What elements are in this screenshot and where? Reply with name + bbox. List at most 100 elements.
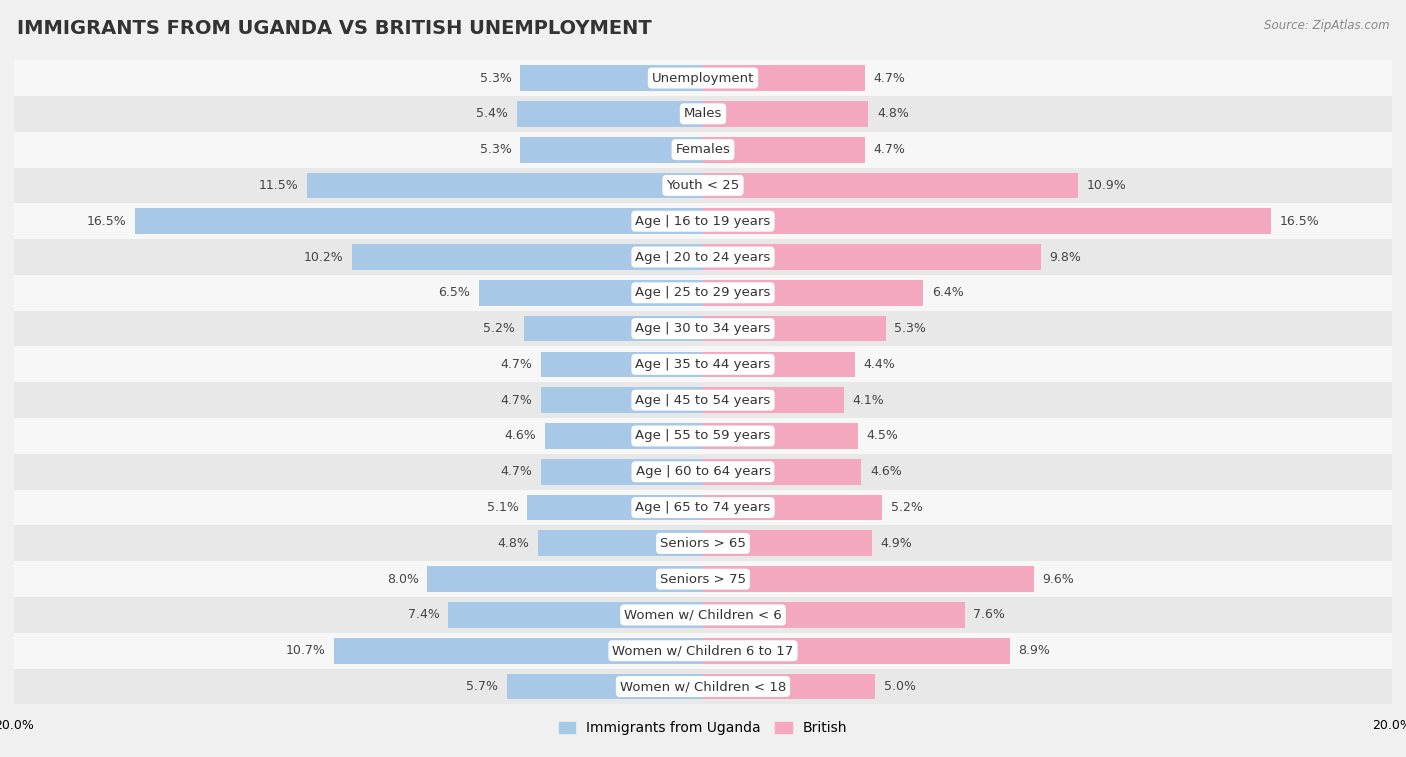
Bar — [703, 101, 869, 126]
Text: 16.5%: 16.5% — [86, 215, 127, 228]
Text: 5.2%: 5.2% — [484, 322, 515, 335]
Text: Age | 16 to 19 years: Age | 16 to 19 years — [636, 215, 770, 228]
Bar — [541, 459, 703, 484]
Bar — [14, 60, 1392, 96]
Text: Age | 45 to 54 years: Age | 45 to 54 years — [636, 394, 770, 407]
Text: 5.3%: 5.3% — [479, 143, 512, 156]
Text: 9.8%: 9.8% — [1049, 251, 1081, 263]
Bar — [14, 167, 1392, 204]
Bar — [703, 351, 855, 377]
Bar — [427, 566, 703, 592]
Text: Age | 65 to 74 years: Age | 65 to 74 years — [636, 501, 770, 514]
Bar — [14, 633, 1392, 668]
Text: 4.7%: 4.7% — [501, 394, 533, 407]
Text: Age | 60 to 64 years: Age | 60 to 64 years — [636, 466, 770, 478]
Bar — [703, 65, 865, 91]
Bar — [14, 490, 1392, 525]
Text: 5.1%: 5.1% — [486, 501, 519, 514]
Bar — [703, 173, 1078, 198]
Bar — [335, 638, 703, 664]
Bar — [14, 418, 1392, 454]
Text: 4.7%: 4.7% — [873, 72, 905, 85]
Bar — [14, 347, 1392, 382]
Bar — [703, 208, 1271, 234]
Text: 5.3%: 5.3% — [894, 322, 927, 335]
Bar — [703, 388, 844, 413]
Bar — [703, 674, 875, 699]
Text: IMMIGRANTS FROM UGANDA VS BRITISH UNEMPLOYMENT: IMMIGRANTS FROM UGANDA VS BRITISH UNEMPL… — [17, 19, 651, 38]
Bar — [541, 351, 703, 377]
Text: Youth < 25: Youth < 25 — [666, 179, 740, 192]
Bar — [14, 454, 1392, 490]
Bar — [14, 275, 1392, 310]
Text: Age | 30 to 34 years: Age | 30 to 34 years — [636, 322, 770, 335]
Bar — [14, 204, 1392, 239]
Text: Seniors > 75: Seniors > 75 — [659, 572, 747, 586]
Bar — [703, 494, 882, 521]
Bar — [14, 525, 1392, 561]
Bar — [703, 137, 865, 163]
Text: 4.7%: 4.7% — [501, 358, 533, 371]
Text: Age | 35 to 44 years: Age | 35 to 44 years — [636, 358, 770, 371]
Text: 4.6%: 4.6% — [505, 429, 536, 443]
Bar — [703, 423, 858, 449]
Bar — [506, 674, 703, 699]
Bar — [14, 239, 1392, 275]
Bar — [703, 280, 924, 306]
Text: 4.8%: 4.8% — [877, 107, 908, 120]
Text: Males: Males — [683, 107, 723, 120]
Bar — [14, 310, 1392, 347]
Text: 4.5%: 4.5% — [866, 429, 898, 443]
Text: 10.9%: 10.9% — [1087, 179, 1126, 192]
Bar — [14, 382, 1392, 418]
Bar — [14, 668, 1392, 705]
Bar — [703, 566, 1033, 592]
Bar — [14, 132, 1392, 167]
Legend: Immigrants from Uganda, British: Immigrants from Uganda, British — [553, 716, 853, 741]
Text: Source: ZipAtlas.com: Source: ZipAtlas.com — [1264, 19, 1389, 32]
Bar — [307, 173, 703, 198]
Text: 4.4%: 4.4% — [863, 358, 896, 371]
Text: 7.4%: 7.4% — [408, 609, 440, 621]
Bar — [703, 531, 872, 556]
Text: 4.1%: 4.1% — [853, 394, 884, 407]
Bar — [479, 280, 703, 306]
Bar — [537, 531, 703, 556]
Text: Women w/ Children 6 to 17: Women w/ Children 6 to 17 — [613, 644, 793, 657]
Text: 5.2%: 5.2% — [891, 501, 922, 514]
Bar — [544, 423, 703, 449]
Text: Age | 55 to 59 years: Age | 55 to 59 years — [636, 429, 770, 443]
Bar — [14, 561, 1392, 597]
Text: 4.7%: 4.7% — [501, 466, 533, 478]
Bar — [703, 638, 1010, 664]
Text: Unemployment: Unemployment — [652, 72, 754, 85]
Text: 10.2%: 10.2% — [304, 251, 343, 263]
Text: 6.4%: 6.4% — [932, 286, 965, 299]
Bar — [352, 244, 703, 270]
Bar — [541, 388, 703, 413]
Bar — [524, 316, 703, 341]
Text: 4.6%: 4.6% — [870, 466, 901, 478]
Bar — [520, 137, 703, 163]
Text: 7.6%: 7.6% — [973, 609, 1005, 621]
Bar — [703, 459, 862, 484]
Bar — [703, 602, 965, 628]
Text: 4.9%: 4.9% — [880, 537, 912, 550]
Text: 16.5%: 16.5% — [1279, 215, 1320, 228]
Text: Females: Females — [675, 143, 731, 156]
Text: Age | 20 to 24 years: Age | 20 to 24 years — [636, 251, 770, 263]
Text: 5.4%: 5.4% — [477, 107, 509, 120]
Bar — [703, 244, 1040, 270]
Bar — [517, 101, 703, 126]
Text: Women w/ Children < 6: Women w/ Children < 6 — [624, 609, 782, 621]
Bar — [135, 208, 703, 234]
Text: 6.5%: 6.5% — [439, 286, 471, 299]
Bar — [449, 602, 703, 628]
Text: Seniors > 65: Seniors > 65 — [659, 537, 747, 550]
Text: 9.6%: 9.6% — [1042, 572, 1074, 586]
Text: 10.7%: 10.7% — [285, 644, 326, 657]
Text: 8.0%: 8.0% — [387, 572, 419, 586]
Text: 5.3%: 5.3% — [479, 72, 512, 85]
Bar — [527, 494, 703, 521]
Bar — [14, 96, 1392, 132]
